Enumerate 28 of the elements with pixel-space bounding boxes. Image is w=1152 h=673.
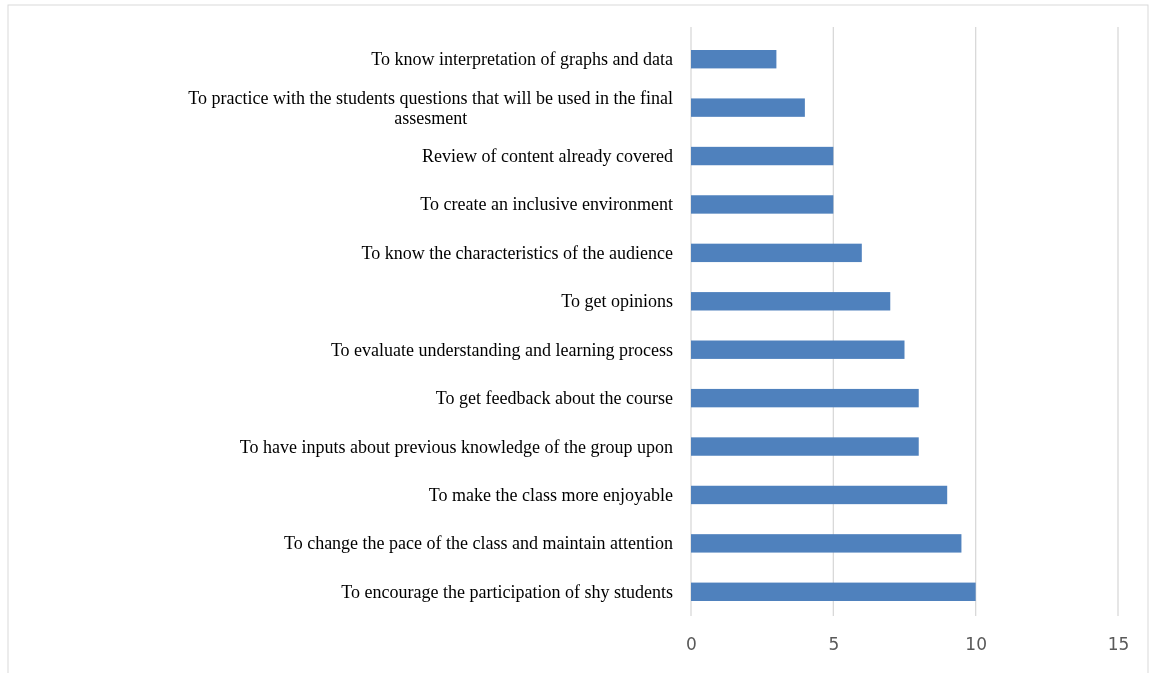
x-tick-label: 15 [1107,634,1130,655]
y-tick-label: To get feedback about the course [435,388,674,409]
bar [691,292,891,311]
y-tick-label: To get opinions [561,291,673,312]
bar [691,146,834,166]
y-tick-label: To evaluate understanding and learning process [330,339,673,360]
y-tick-label: Review of content already covered [422,146,673,167]
bar [691,534,962,553]
y-tick-label: To know interpretation of graphs and data [371,49,673,70]
bar [691,340,905,359]
bar [691,437,919,456]
x-tick-label: 10 [965,634,987,655]
bar [691,98,805,117]
y-tick-label: To have inputs about previous knowledge of the group upon [239,436,673,457]
y-tick-label: To know the characteristics of the audience [361,242,674,263]
x-tick-label: 0 [686,634,697,655]
y-tick-label: To create an inclusive environment [420,194,673,215]
bar [691,195,834,214]
bar [691,388,919,408]
bar [691,582,976,601]
bar [691,243,862,263]
bar [691,485,948,505]
x-tick-label: 5 [828,634,840,655]
y-tick-label: To practice with the students questions that will be used in the final assesment [188,87,673,128]
y-tick-label: To encourage the participation of shy students [341,581,673,602]
y-tick-label: To change the pace of the class and maintain attention [283,533,673,554]
y-tick-label: To make the class more enjoyable [428,484,674,505]
bar [691,50,777,69]
